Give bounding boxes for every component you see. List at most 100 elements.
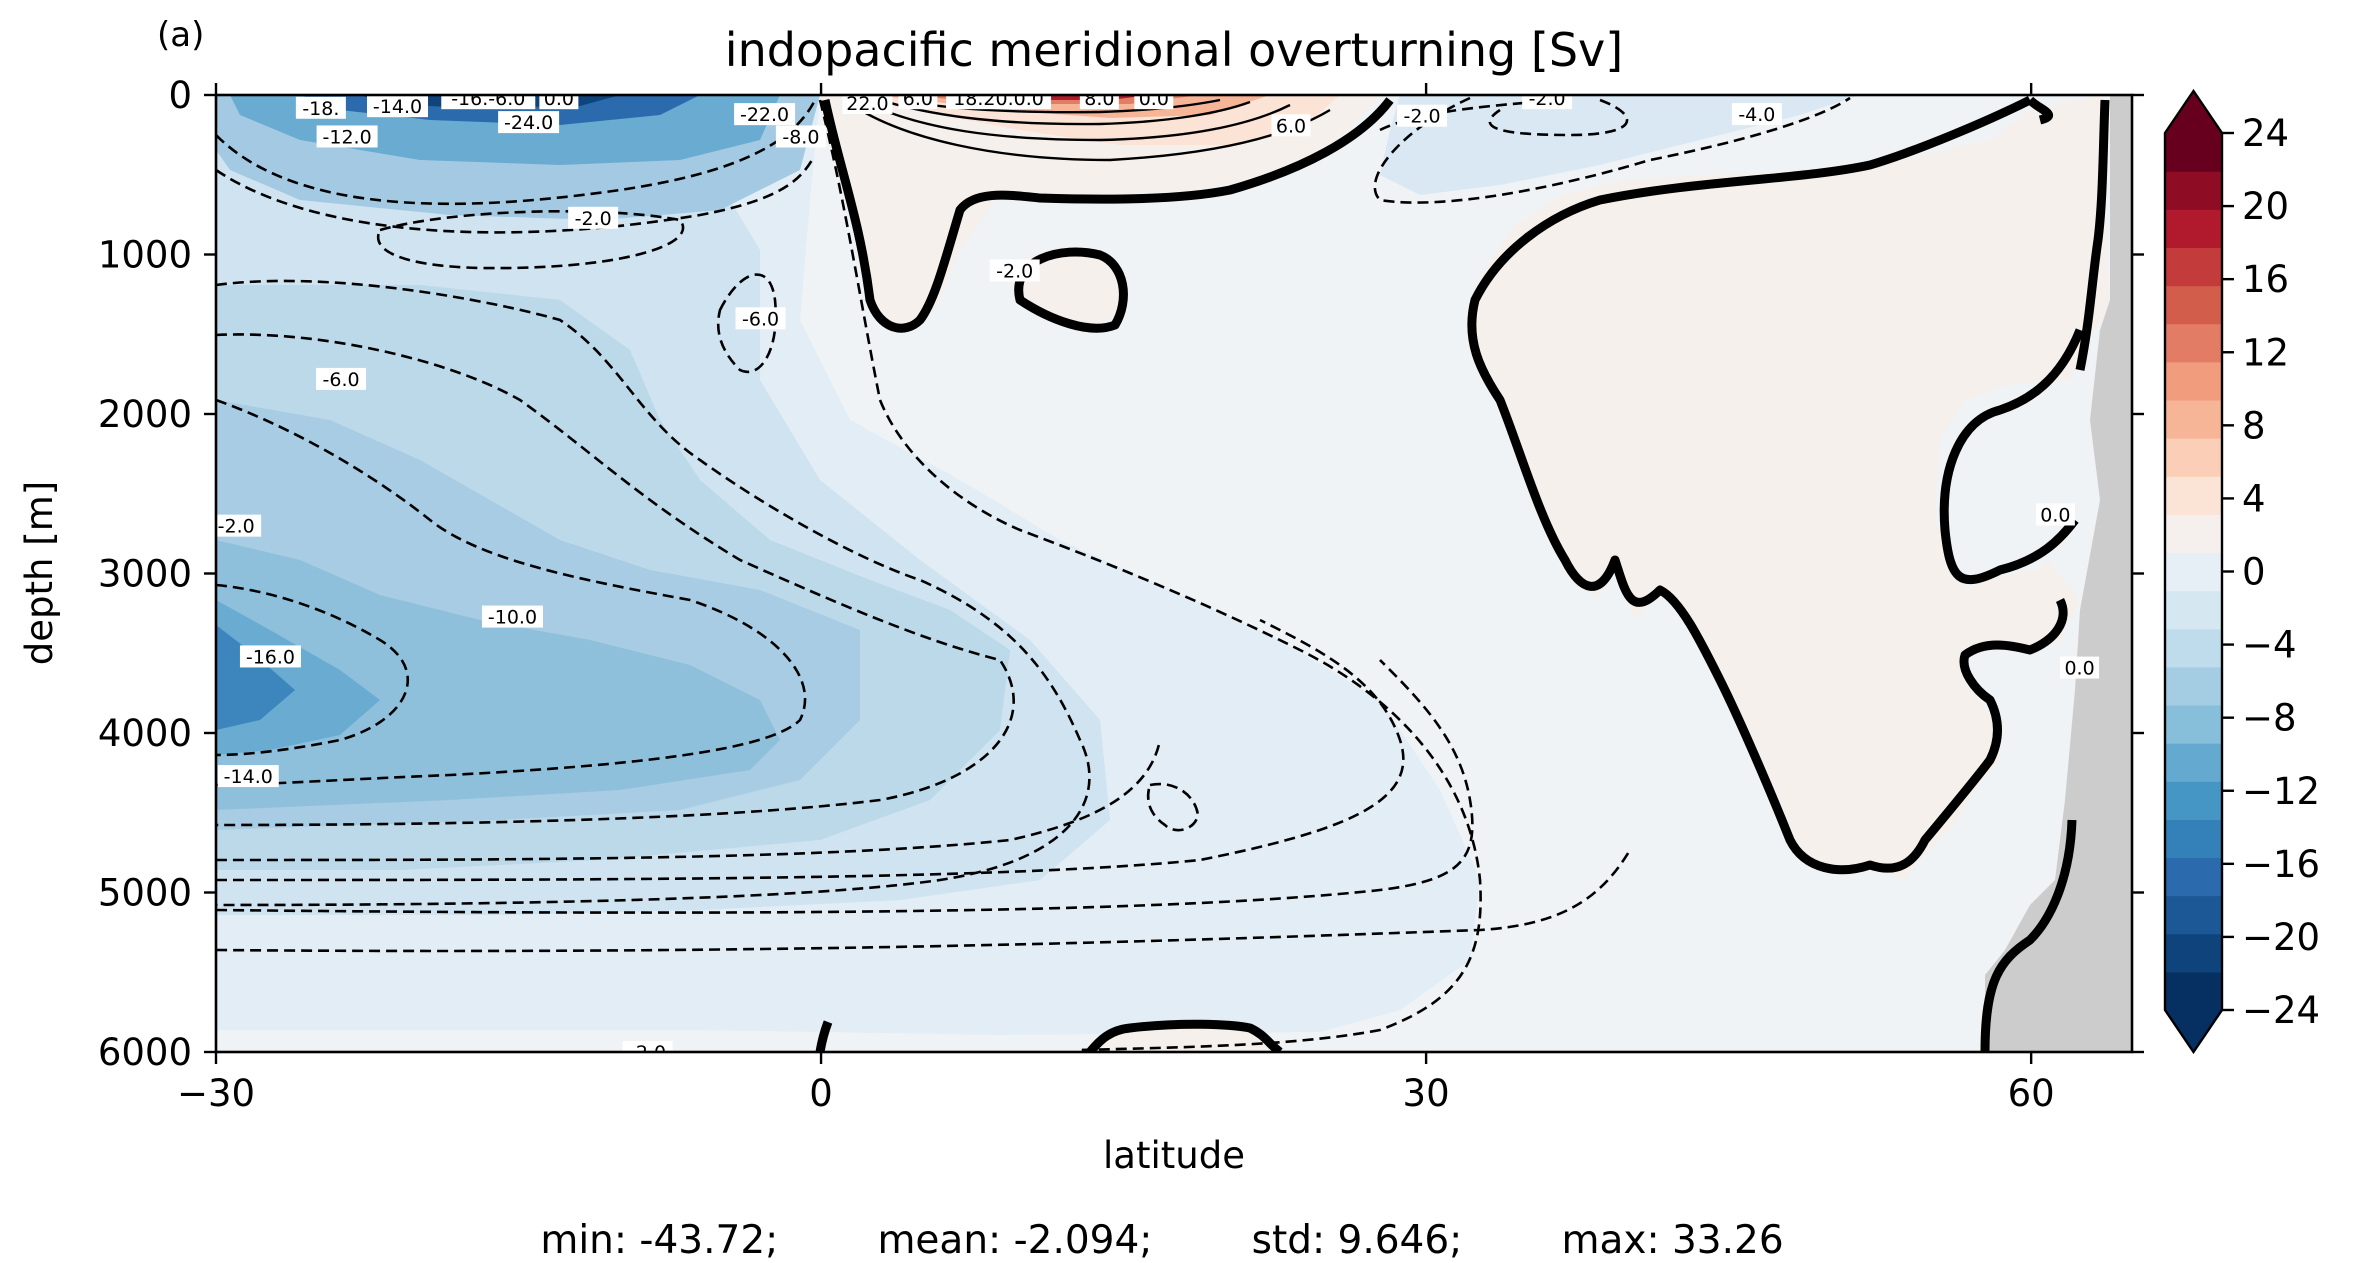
contour-label: -2.0 xyxy=(1397,104,1448,128)
x-tick-label: 0 xyxy=(809,1072,833,1115)
colorbar-band xyxy=(2165,819,2222,859)
colorbar-tick-label: −16 xyxy=(2242,843,2320,886)
contour-label: -22.0 xyxy=(734,103,796,126)
colorbar-band xyxy=(2165,781,2222,820)
contour-label: -16.-6.0 xyxy=(441,88,536,110)
panel-label: (a) xyxy=(157,15,204,55)
contour-label: 8.0 xyxy=(1079,88,1119,110)
band-plus-0 xyxy=(820,95,1380,330)
colorbar-extend-max xyxy=(2165,91,2222,133)
contour-label-text: -16.0 xyxy=(246,646,295,668)
plot-area: -14.0 -16.-6.0 0.0 -24.0 -18. -12.0 -22.0-8.0 2… xyxy=(216,88,2132,1052)
colorbar-tick-label: −4 xyxy=(2242,624,2297,667)
contour-label: -2.0 xyxy=(216,514,262,538)
contour-label-bg xyxy=(2060,656,2100,679)
contour-label-text: -2.0 xyxy=(996,260,1033,282)
contour-label: 0.0 xyxy=(2035,503,2075,526)
colorbar-extend-min xyxy=(2165,1010,2222,1052)
contour-label-bg xyxy=(239,645,301,668)
contour-label: -18. xyxy=(295,96,346,120)
land-mask xyxy=(1985,95,2132,1052)
contour-label-bg xyxy=(735,307,786,330)
contour-label-bg xyxy=(622,1041,673,1052)
contour-label-bg xyxy=(441,95,536,110)
colorbar-band xyxy=(2165,323,2222,363)
contour-label: 18.20.0.0 xyxy=(946,95,1052,110)
zero-contours xyxy=(815,95,2110,1052)
colorbar-band xyxy=(2165,247,2222,287)
contour-labels: -14.0 -16.-6.0 0.0 -24.0 -18. -12.0 -22.0-8.0 2… xyxy=(216,88,2100,1052)
contour-label-text: 0.0 xyxy=(1139,88,1169,110)
y-tick-label: 6000 xyxy=(98,1031,192,1074)
colorbar-band xyxy=(2165,704,2222,744)
contour-label-text: -8.0 xyxy=(782,126,819,148)
band-minus-16 xyxy=(216,625,295,730)
colorbar-band xyxy=(2165,971,2222,1011)
contour-label: 6.0 xyxy=(1271,114,1311,137)
y-tick-label: 4000 xyxy=(98,712,192,755)
negative-contours xyxy=(216,96,1851,1052)
contour-label-text: -22.0 xyxy=(740,104,789,126)
x-tick-label: 30 xyxy=(1403,1072,1450,1115)
colorbar-tick-label: 12 xyxy=(2242,331,2289,374)
contour-label: -8.0 xyxy=(775,125,826,148)
contour-label-text: -14.0 xyxy=(373,96,422,118)
x-axis-label: latitude xyxy=(1103,1134,1245,1177)
colorbar-band xyxy=(2165,857,2222,897)
colorbar-band xyxy=(2165,933,2222,973)
contour-label: 22.0 xyxy=(842,93,893,115)
colorbar-tick-label: −12 xyxy=(2242,770,2320,813)
contour-label: -10.0 xyxy=(481,605,543,629)
colorbar-band xyxy=(2165,514,2222,554)
contour-label-bg xyxy=(1731,103,1782,126)
contour-label: 0.0 xyxy=(1134,88,1174,110)
colorbar-band xyxy=(2165,133,2222,172)
y-tick-label: 3000 xyxy=(98,553,192,596)
x-axis: −30 0 30 60 xyxy=(177,83,2055,1115)
contour-label-bg xyxy=(316,125,378,148)
band-minus-10 xyxy=(216,540,780,810)
contour-label-text: -24.0 xyxy=(504,112,553,134)
contour-label: -2.0 xyxy=(989,259,1040,282)
colorbar-tick-label: −8 xyxy=(2242,697,2297,740)
y-tick-label: 1000 xyxy=(98,234,192,277)
contour-label-text: -2.0 xyxy=(1529,88,1566,110)
contour-label-text: -12.0 xyxy=(323,126,372,148)
contour-label: -6.0 xyxy=(316,367,367,391)
colorbar-tick-label: −24 xyxy=(2242,989,2320,1032)
zero-contour-north-inner xyxy=(1939,328,2085,584)
colorbar-band xyxy=(2165,476,2222,515)
y-tick-label: 0 xyxy=(168,74,192,117)
contour-label-text: 22.0 xyxy=(846,93,888,115)
contour-label-text: -6.0 xyxy=(742,308,779,330)
contour-label: -2.0 xyxy=(622,1041,673,1052)
contour-label-bg xyxy=(481,605,543,628)
contour-label-bg xyxy=(216,514,262,537)
contour-label-text: 0.0 xyxy=(2040,504,2070,526)
contour-label: -6.0 xyxy=(735,307,786,330)
contour-label-text: -18. xyxy=(302,98,339,120)
contour-label-bg xyxy=(295,96,346,119)
y-axis: 0 1000 2000 3000 4000 5000 6000 xyxy=(98,74,2144,1074)
contour-label-bg xyxy=(1271,114,1311,137)
x-tick-label: 60 xyxy=(2008,1072,2055,1115)
contour-label-text: -2.0 xyxy=(218,516,255,538)
contour-label-bg xyxy=(316,367,367,390)
contour-label: 0.0 xyxy=(539,95,579,110)
zero-contour-se xyxy=(1980,819,2077,1052)
contour-label-bg xyxy=(1134,95,1174,110)
contour-label-text: 6.0 xyxy=(903,88,933,110)
colorbar-tick-label: 4 xyxy=(2242,477,2266,520)
contour-label: -2.0 xyxy=(568,206,619,230)
contour-label-bg xyxy=(898,95,938,110)
contour-label-text: -16.-6.0 xyxy=(451,88,525,110)
contour-label-text: -2.0 xyxy=(1404,106,1441,128)
zero-contour-equatorial xyxy=(820,97,1394,333)
colorbar-band xyxy=(2165,209,2222,248)
chart-title: indopacific meridional overturning [Sv] xyxy=(725,23,1623,77)
contour-label-text: 8.0 xyxy=(1084,88,1114,110)
colorbar-band xyxy=(2165,628,2222,668)
colorbar-tick-label: −20 xyxy=(2242,916,2320,959)
contour-label-text: 6.0 xyxy=(1276,115,1306,137)
colorbar-tick-label: 0 xyxy=(2242,551,2266,594)
